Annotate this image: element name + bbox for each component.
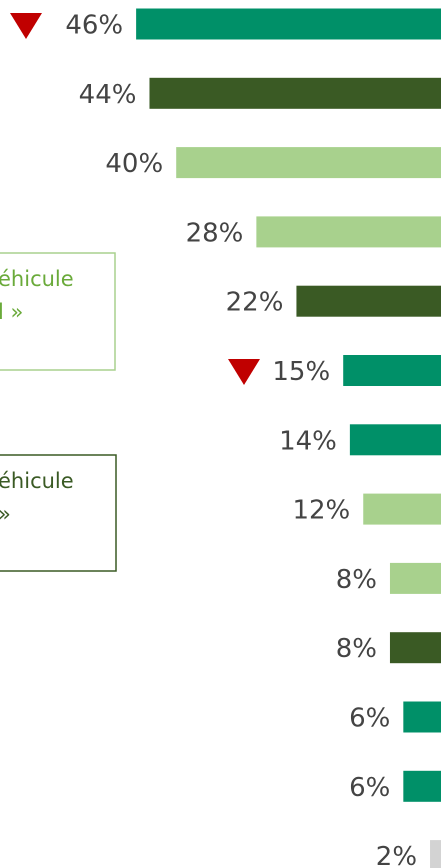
bar xyxy=(296,285,441,317)
bar xyxy=(403,701,441,733)
value-label: 2% xyxy=(376,842,417,868)
bar xyxy=(389,562,441,594)
value-label: 6% xyxy=(349,773,390,803)
bar xyxy=(430,840,441,868)
bar xyxy=(176,147,441,179)
value-label: 14% xyxy=(279,426,337,456)
legend-text: éhicule xyxy=(0,267,74,291)
bar xyxy=(403,770,441,802)
bar xyxy=(256,216,441,248)
legend-box xyxy=(0,454,117,572)
value-label: 12% xyxy=(292,496,350,526)
bar xyxy=(389,632,441,664)
bar xyxy=(363,493,441,525)
value-label: 44% xyxy=(79,80,137,110)
bar xyxy=(343,355,441,386)
value-label: 8% xyxy=(336,565,377,595)
legend-text: » xyxy=(0,502,11,526)
value-label: 40% xyxy=(105,149,163,179)
value-label: 8% xyxy=(336,634,377,664)
value-label: 28% xyxy=(186,218,244,248)
legend-text: l » xyxy=(0,300,23,324)
bar xyxy=(136,8,441,40)
down-marker xyxy=(10,13,42,39)
value-label: 6% xyxy=(349,704,390,734)
bar xyxy=(349,424,441,456)
value-label: 46% xyxy=(65,11,123,41)
down-marker xyxy=(228,359,260,385)
bar xyxy=(149,77,441,109)
value-label: 15% xyxy=(272,357,330,387)
legend-text: éhicule xyxy=(0,469,74,493)
legend-box xyxy=(0,252,116,371)
value-label: 22% xyxy=(226,288,284,318)
